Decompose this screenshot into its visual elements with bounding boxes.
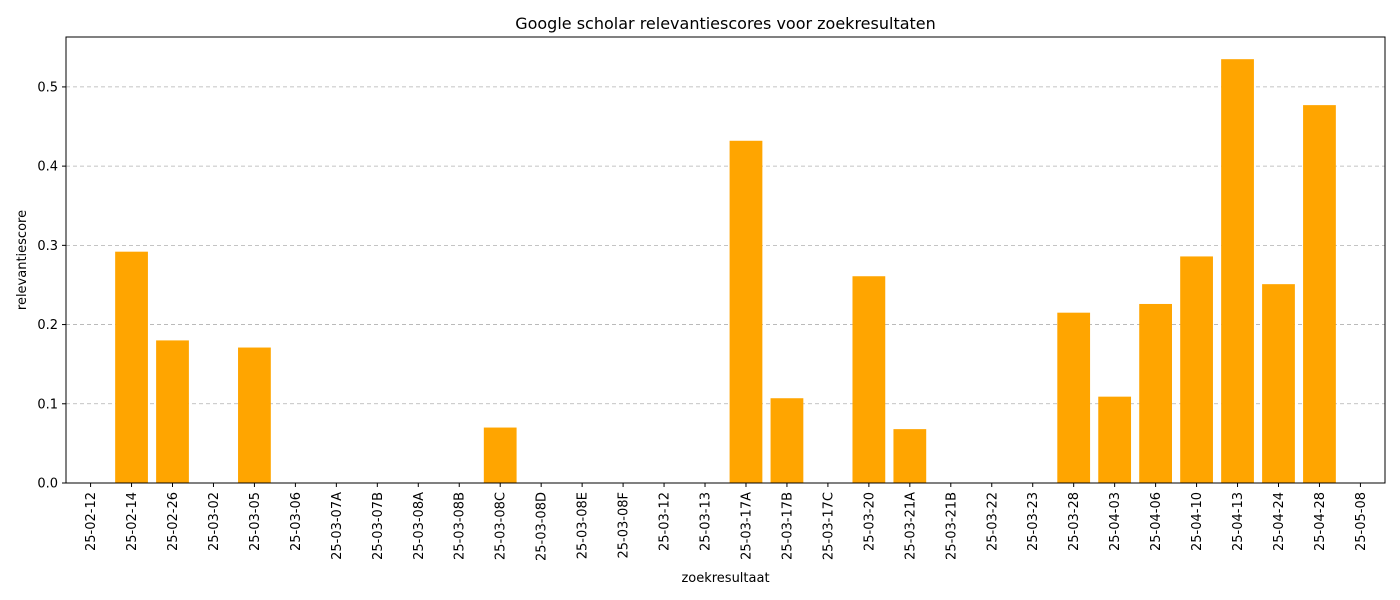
x-tick-label: 25-03-17B (780, 492, 795, 560)
x-tick-label: 25-04-24 (1272, 492, 1287, 551)
bar-25-03-05 (238, 347, 271, 483)
x-tick-label: 25-04-03 (1108, 492, 1123, 551)
y-axis-title: relevantiescore (15, 210, 30, 310)
x-tick-label: 25-03-07B (371, 492, 386, 560)
x-tick-label: 25-04-13 (1231, 492, 1246, 551)
chart-title: Google scholar relevantiescores voor zoe… (515, 14, 936, 33)
bar-25-04-28 (1303, 105, 1336, 484)
x-tick-label: 25-03-08F (617, 492, 632, 559)
y-tick-label: 0.3 (37, 239, 58, 254)
x-tick-label: 25-03-08C (494, 492, 509, 560)
x-tick-label: 25-03-28 (1067, 492, 1082, 551)
bar-25-03-17B (770, 398, 804, 483)
bar-25-03-28 (1057, 312, 1091, 483)
y-tick-label: 0.5 (37, 80, 58, 95)
x-tick-label: 25-03-13 (699, 492, 714, 551)
bar-25-02-14 (115, 251, 148, 483)
x-tick-label: 25-03-02 (207, 492, 222, 551)
bar-25-03-20 (852, 276, 886, 483)
y-tick-label: 0.2 (37, 318, 58, 333)
x-tick-label: 25-03-07A (330, 492, 345, 560)
bar-25-04-06 (1139, 303, 1172, 483)
x-tick-label: 25-03-06 (289, 492, 304, 551)
y-tick-label: 0.4 (37, 160, 58, 175)
x-tick-label: 25-03-12 (658, 492, 673, 551)
x-axis-title: zoekresultaat (681, 571, 769, 586)
x-tick-label: 25-04-06 (1149, 492, 1164, 551)
x-tick-label: 25-03-08E (576, 492, 591, 559)
x-tick-label: 25-03-21A (903, 492, 918, 560)
x-tick-label: 25-03-17C (821, 492, 836, 560)
x-axis-ticks: 25-02-12 25-02-14 25-02-26 25-03-02 25-03-05… (84, 483, 1369, 561)
x-tick-label: 25-03-22 (985, 492, 1000, 551)
bar-25-04-03 (1098, 396, 1132, 483)
bar-25-02-26 (156, 340, 189, 483)
x-tick-label: 25-03-08A (412, 492, 427, 560)
x-tick-label: 25-02-12 (84, 492, 99, 551)
plot-frame (65, 36, 1386, 484)
x-tick-label: 25-03-17A (739, 492, 754, 560)
bar-25-03-17A (729, 140, 763, 484)
x-tick-label: 25-03-23 (1026, 492, 1041, 551)
x-tick-label: 25-04-28 (1313, 492, 1328, 551)
x-tick-label: 25-03-20 (862, 492, 877, 551)
bar-25-04-24 (1262, 284, 1295, 483)
x-tick-label: 25-04-10 (1190, 492, 1205, 551)
y-axis-ticks: 0.0 0.1 0.2 0.3 0.4 0.5 (37, 80, 66, 492)
x-tick-label: 25-03-21B (944, 492, 959, 560)
y-tick-label: 0.1 (37, 397, 58, 412)
x-tick-label: 25-05-08 (1354, 492, 1369, 551)
x-tick-label: 25-03-08D (535, 492, 550, 561)
bar-25-04-10 (1180, 256, 1213, 483)
x-tick-label: 25-02-26 (166, 492, 181, 551)
bar-25-03-21A (893, 429, 927, 483)
x-tick-label: 25-02-14 (125, 492, 140, 551)
bar-25-03-08C (483, 427, 517, 483)
bar-25-04-13 (1221, 59, 1254, 483)
y-tick-label: 0.0 (37, 477, 58, 492)
x-tick-label: 25-03-05 (248, 492, 263, 551)
x-tick-label: 25-03-08B (453, 492, 468, 560)
bars (115, 59, 1336, 484)
